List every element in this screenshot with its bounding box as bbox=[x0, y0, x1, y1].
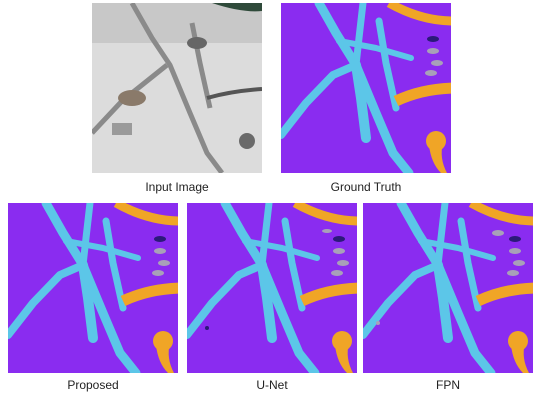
caption: U-Net bbox=[187, 378, 357, 392]
figure: Input Image Ground Truth Proposed U-Net … bbox=[0, 0, 533, 395]
unet-map bbox=[187, 203, 357, 373]
ground-truth-map bbox=[281, 3, 451, 173]
input-image bbox=[92, 3, 262, 173]
caption: Input Image bbox=[92, 180, 262, 194]
caption: Ground Truth bbox=[281, 180, 451, 194]
caption: FPN bbox=[363, 378, 533, 392]
caption: Proposed bbox=[8, 378, 178, 392]
proposed-map bbox=[8, 203, 178, 373]
fpn-map bbox=[363, 203, 533, 373]
